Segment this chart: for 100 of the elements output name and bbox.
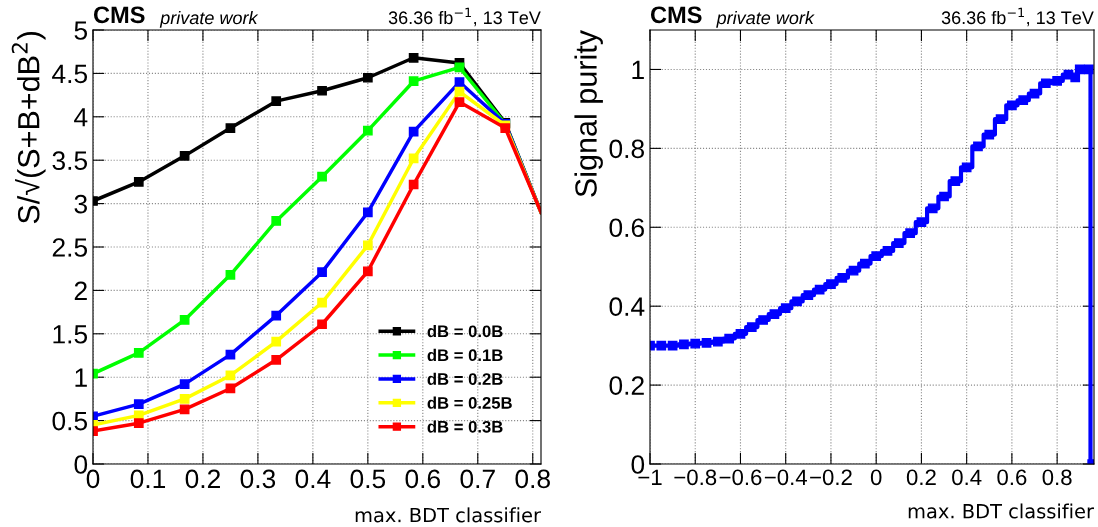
point <box>133 177 144 187</box>
x-axis-title: max. BDT classifier <box>908 503 1094 519</box>
point <box>939 191 949 202</box>
y-tick-label: 0.8 <box>609 139 644 159</box>
y-tick-label: 1 <box>632 60 644 80</box>
x-tick-label: 0.3 <box>240 469 276 489</box>
point <box>848 265 859 276</box>
point <box>860 258 870 269</box>
x-tick-label: −0.8 <box>674 469 717 486</box>
point <box>408 52 419 63</box>
point <box>679 339 689 350</box>
point <box>735 328 746 339</box>
x-tick-label: 0.7 <box>460 469 495 489</box>
point <box>362 72 373 83</box>
y-tick-label: 0.6 <box>609 218 644 238</box>
point <box>973 141 983 152</box>
text: CMS <box>93 6 145 24</box>
point <box>780 303 791 314</box>
point <box>271 216 282 226</box>
point <box>317 297 327 308</box>
point <box>362 240 373 251</box>
point <box>271 354 282 365</box>
point <box>1052 76 1062 86</box>
point <box>871 251 882 261</box>
x-tick-label: 0.5 <box>350 469 386 489</box>
point <box>995 114 1006 125</box>
point <box>961 162 972 173</box>
y-tick-label: 0.2 <box>609 376 644 395</box>
x-tick-label: 0.2 <box>906 469 936 486</box>
point <box>179 315 190 325</box>
point <box>317 85 327 96</box>
point <box>317 267 327 278</box>
x-tick-label: 0.8 <box>515 469 550 489</box>
point <box>179 404 190 415</box>
point <box>882 246 893 256</box>
point <box>712 336 723 347</box>
point <box>454 62 465 73</box>
text: private work <box>716 11 815 28</box>
x-axis-title: max. BDT classifier <box>355 507 541 523</box>
point <box>656 340 667 351</box>
y-tick-label: 0.5 <box>52 411 88 431</box>
point <box>769 309 780 319</box>
y-tick-label: 2.5 <box>52 238 88 257</box>
text: CMS <box>650 6 702 24</box>
point <box>133 399 144 409</box>
point <box>225 269 236 280</box>
point <box>916 217 927 228</box>
point <box>746 322 757 332</box>
y-tick-label: 1.5 <box>53 325 88 344</box>
legend-label: dB = 0.3B <box>427 420 503 433</box>
point <box>1040 78 1051 89</box>
x-tick-label: 0.8 <box>1042 469 1072 486</box>
point <box>133 418 144 429</box>
point <box>179 150 190 161</box>
point <box>454 97 465 107</box>
point <box>408 76 419 87</box>
y-tick-label: 0 <box>74 455 88 474</box>
x-tick-label: 0.1 <box>130 469 166 489</box>
point <box>927 203 938 214</box>
legend-label: dB = 0.0B <box>427 324 503 338</box>
text: 36.36 fb$^{−1}$, 13 TeV <box>941 7 1094 27</box>
text: 36.36 fb$^{−1}$, 13 TeV <box>388 7 541 27</box>
point <box>362 266 373 277</box>
point <box>893 238 904 248</box>
point <box>271 96 282 107</box>
text: private work <box>159 11 259 28</box>
point <box>271 310 282 321</box>
point <box>792 296 802 307</box>
point <box>179 379 190 390</box>
point <box>758 315 768 325</box>
point <box>179 394 190 404</box>
x-tick-label: 0 <box>870 469 882 486</box>
point <box>837 272 848 283</box>
x-tick-label: 0.6 <box>997 469 1027 486</box>
point <box>317 171 327 182</box>
y-tick-label: 4.5 <box>52 64 88 84</box>
point <box>826 279 836 289</box>
y-tick-label: 3 <box>74 194 87 214</box>
point <box>724 333 735 344</box>
legend-label: dB = 0.1B <box>427 348 503 362</box>
point <box>701 338 712 348</box>
point <box>950 176 961 186</box>
point <box>1018 95 1029 106</box>
y-axis-title: S/√(S+B+dB$^{2}$) <box>11 31 46 224</box>
x-tick-label: 0.4 <box>295 469 331 489</box>
point <box>225 123 236 133</box>
point <box>905 228 915 239</box>
point <box>133 348 144 358</box>
legend-label: dB = 0.2B <box>427 372 503 385</box>
y-tick-label: 0.4 <box>609 297 645 316</box>
y-axis-title: Signal purity <box>574 30 603 197</box>
y-tick-label: 4 <box>74 108 88 127</box>
point <box>984 129 995 140</box>
point <box>317 319 327 330</box>
x-tick-label: −0.6 <box>719 469 762 486</box>
x-tick-label: 0.2 <box>185 469 220 489</box>
x-tick-label: −0.4 <box>764 469 807 486</box>
point <box>454 77 465 87</box>
point <box>803 290 814 300</box>
point <box>362 125 373 136</box>
